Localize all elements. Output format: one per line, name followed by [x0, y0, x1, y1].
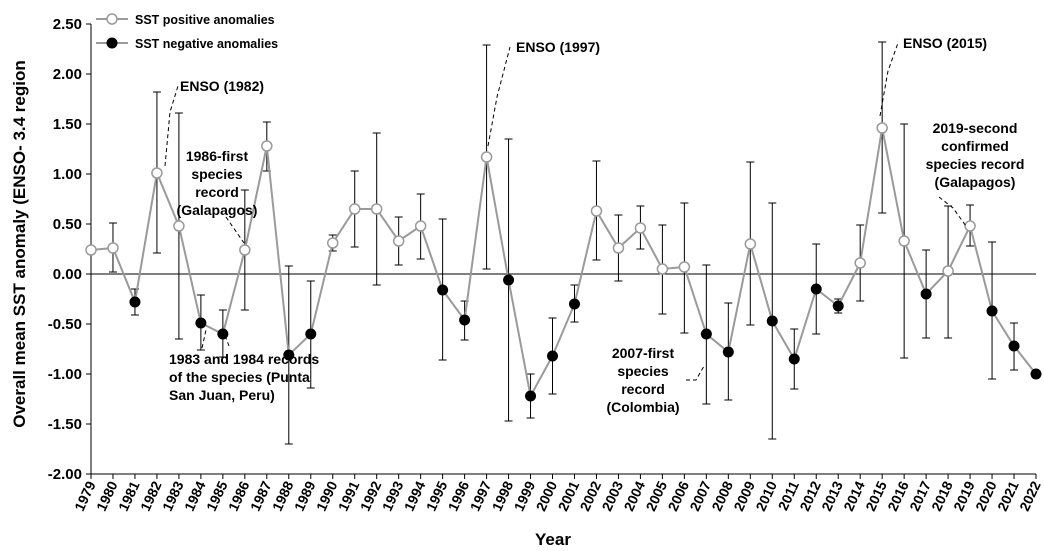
data-point-positive: [239, 244, 251, 256]
annotation-leader: [879, 42, 899, 117]
y-tick-label: 2.00: [53, 66, 82, 83]
legend-positive-marker: [106, 13, 118, 25]
data-point-positive: [634, 222, 647, 234]
data-point-negative: [832, 300, 844, 312]
annotation-text: record: [195, 184, 239, 200]
data-point-negative: [920, 288, 932, 300]
data-point-positive: [964, 220, 976, 232]
annotation-leader: [225, 216, 245, 244]
data-point-positive: [876, 122, 888, 134]
x-tick-label: 2010: [752, 478, 780, 513]
data-point-negative: [283, 349, 295, 361]
annotation-text: ENSO (1997): [516, 39, 600, 55]
x-tick-label: 2022: [1016, 478, 1044, 513]
data-point-positive: [151, 167, 163, 179]
annotation-text: 2019-second: [933, 120, 1018, 136]
annotations: ENSO (1982) ENSO (1997) ENSO (2015) 1986-fi…: [164, 35, 1025, 415]
annotation-text: (Colombia): [606, 399, 679, 415]
data-point-negative: [437, 284, 449, 296]
x-axis-ticks: 1979198019811982198319841985198619871988…: [71, 474, 1044, 514]
annotation-text: (Galapagos): [177, 202, 258, 218]
data-point-negative: [547, 350, 559, 362]
data-point-negative: [986, 305, 998, 317]
y-tick-label: -2.00: [48, 466, 82, 483]
annotation-text: (Galapagos): [935, 174, 1016, 190]
data-point-positive: [612, 242, 625, 254]
annotation-text: 2007-first: [612, 345, 675, 361]
data-point-positive: [898, 235, 910, 247]
series-line: [90, 127, 1037, 399]
data-point-positive: [744, 238, 757, 250]
data-point-positive: [942, 265, 954, 277]
y-tick-label: 0.00: [53, 266, 82, 283]
annotation-text: species record: [926, 156, 1025, 172]
annotation-text: ENSO (1982): [180, 78, 264, 94]
annotation-text: record: [621, 381, 665, 397]
data-point-negative: [810, 283, 822, 295]
data-point-negative: [766, 315, 778, 327]
data-point-negative: [459, 314, 471, 326]
annotation-text: ENSO (2015): [903, 35, 987, 51]
data-point-positive: [107, 242, 119, 254]
annotation-text: 1983 and 1984 records: [169, 351, 319, 367]
data-point-negative: [195, 317, 207, 329]
data-point-negative: [788, 353, 800, 365]
x-axis-title: Year: [535, 530, 571, 549]
y-tick-label: 1.00: [53, 166, 82, 183]
data-point-positive: [348, 203, 361, 215]
data-point-positive: [414, 220, 427, 232]
series: [85, 122, 1042, 402]
annotation-text: 1986-first: [186, 148, 249, 164]
annotation-leader: [686, 365, 705, 381]
data-point-negative: [568, 298, 580, 310]
y-tick-label: 1.50: [53, 116, 82, 133]
y-tick-label: -1.00: [48, 366, 82, 383]
data-point-positive: [173, 220, 185, 232]
data-point-positive: [854, 257, 866, 269]
data-point-positive: [656, 263, 669, 275]
y-tick-label: 2.50: [53, 16, 82, 33]
data-point-positive: [326, 237, 339, 249]
data-point-positive: [392, 235, 405, 247]
annotation-text: San Juan, Peru): [169, 387, 275, 403]
annotation-text: of the species (Punta: [169, 369, 310, 385]
y-tick-label: -1.50: [48, 416, 82, 433]
annotation-text: confirmed: [941, 138, 1009, 154]
annotation-text: species: [617, 363, 669, 379]
annotation-leader: [164, 85, 179, 167]
data-point-negative: [700, 328, 712, 340]
error-bars: [108, 41, 1019, 445]
legend-negative-marker: [106, 37, 118, 49]
data-point-negative: [129, 296, 141, 308]
annotation-leader: [938, 196, 967, 227]
data-point-positive: [678, 261, 691, 273]
data-point-negative: [305, 328, 317, 340]
y-tick-label: -0.50: [48, 316, 82, 333]
legend: SST positive anomalies SST negative anom…: [96, 13, 278, 51]
data-point-positive: [590, 205, 603, 217]
annotation-leader: [201, 329, 230, 349]
y-axis-title: Overall mean SST anomaly (ENSO- 3.4 regi…: [10, 60, 29, 428]
data-point-negative: [1008, 340, 1020, 352]
data-point-negative: [503, 274, 515, 286]
data-point-negative: [525, 390, 537, 402]
y-tick-label: 0.50: [53, 216, 82, 233]
annotation-leader: [487, 46, 511, 147]
data-point-positive: [480, 151, 493, 163]
data-point-negative: [722, 346, 734, 358]
data-point-positive: [261, 140, 273, 152]
y-axis-ticks: 2.50 2.00 1.50 1.00 0.50 0.00 -0.50 -1.00 -1.50 -…: [48, 16, 91, 483]
legend-positive-label: SST positive anomalies: [135, 13, 275, 27]
data-point-positive: [85, 244, 97, 256]
legend-negative-label: SST negative anomalies: [135, 37, 278, 51]
annotation-text: species: [191, 166, 243, 182]
data-point-positive: [370, 203, 383, 215]
data-point-negative: [1030, 368, 1042, 380]
